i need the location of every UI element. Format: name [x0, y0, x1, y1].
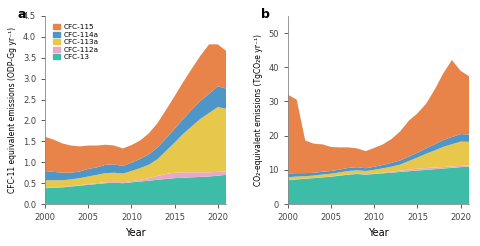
Text: a: a	[18, 8, 26, 21]
X-axis label: Year: Year	[125, 228, 146, 238]
X-axis label: Year: Year	[368, 228, 389, 238]
Text: b: b	[261, 8, 270, 21]
Legend: CFC-115, CFC-114a, CFC-113a, CFC-112a, CFC-13: CFC-115, CFC-114a, CFC-113a, CFC-112a, C…	[52, 23, 99, 61]
Y-axis label: CFC-11 equivalent emissions (ODP-Gg yr⁻¹): CFC-11 equivalent emissions (ODP-Gg yr⁻¹…	[8, 27, 17, 193]
Y-axis label: CO₂-equivalent emissions (TgCO₂e yr⁻¹): CO₂-equivalent emissions (TgCO₂e yr⁻¹)	[254, 34, 263, 186]
